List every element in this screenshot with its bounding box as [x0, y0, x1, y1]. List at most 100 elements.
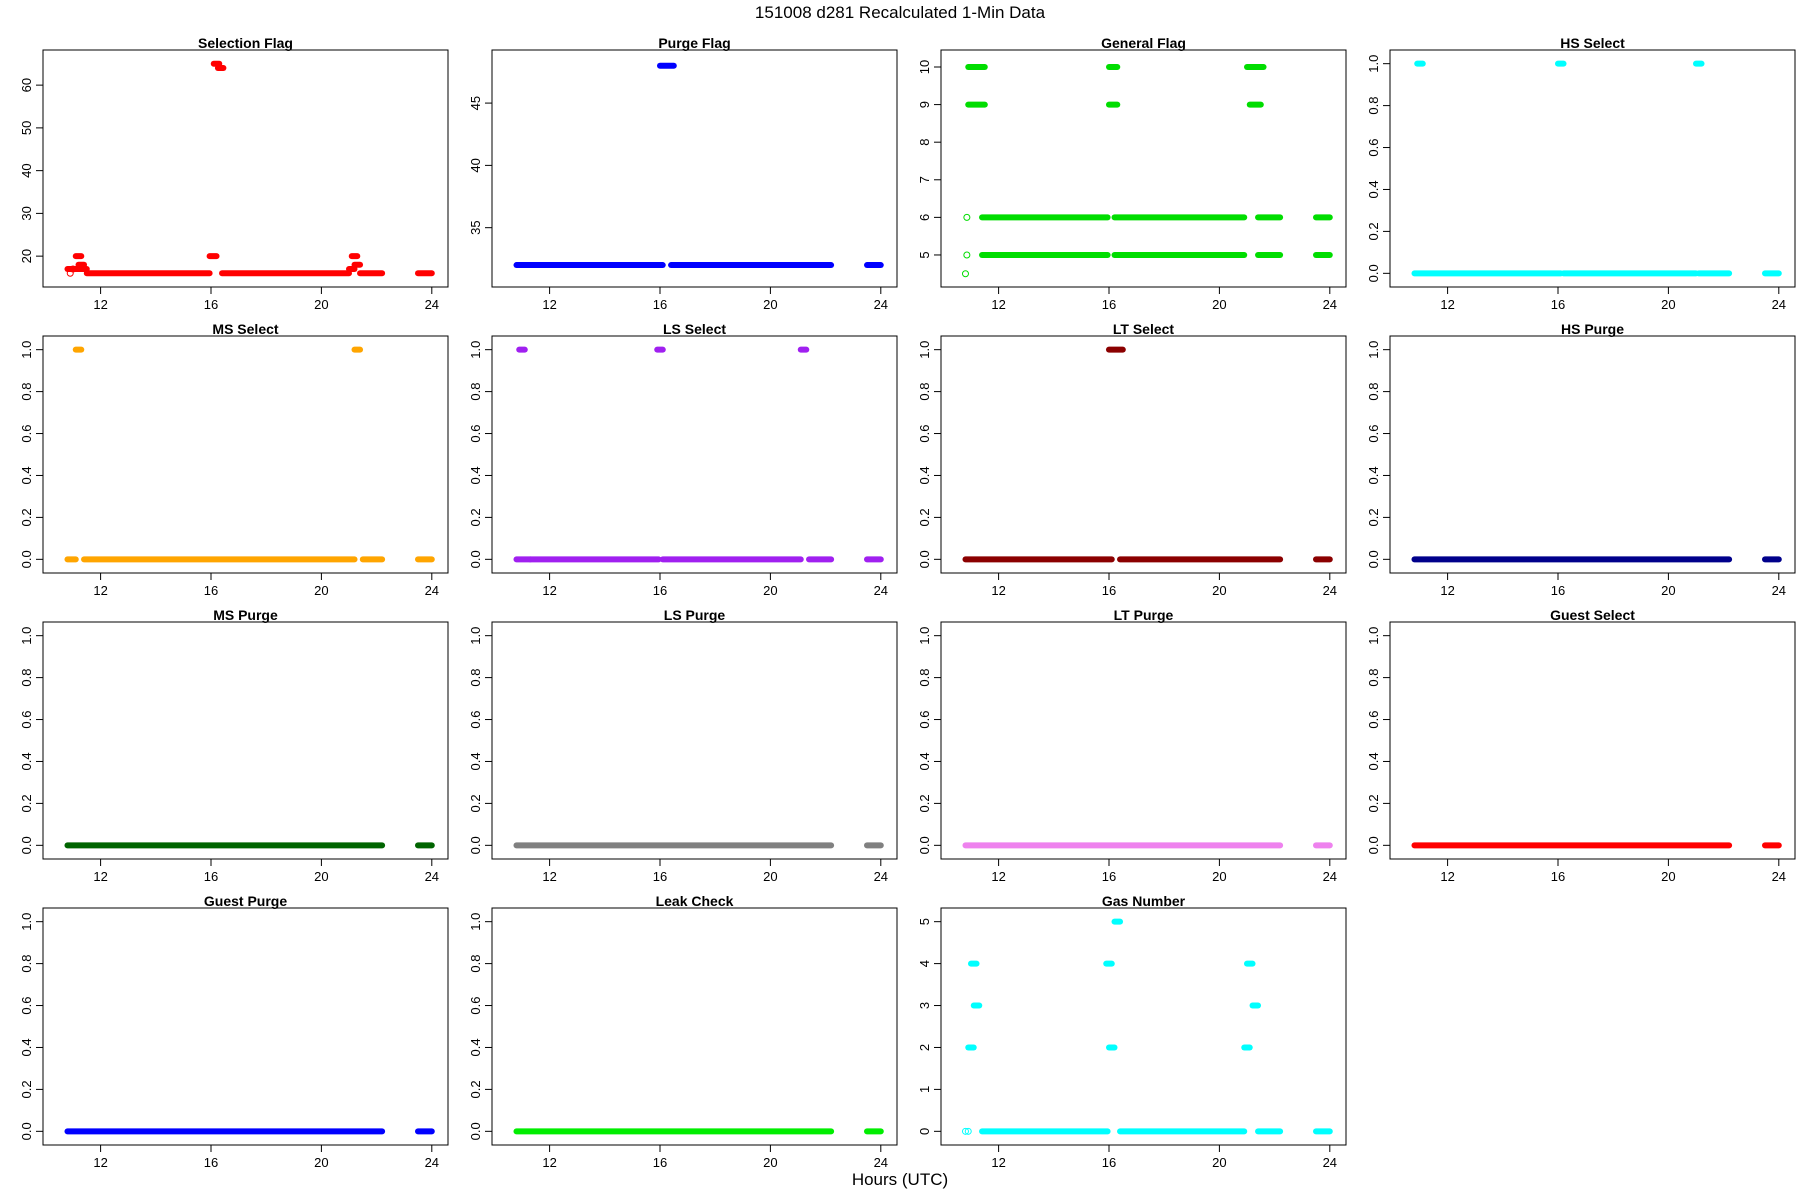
- panel-11-xtick-label-3: 24: [1323, 869, 1337, 884]
- panel-1-title: Selection Flag: [198, 35, 293, 51]
- panel-13-frame: [42, 907, 449, 1146]
- panel-7-ytick-label-0: 0.0: [917, 550, 932, 568]
- panel-5-ytick-label-1: 0.2: [19, 508, 34, 526]
- panel-9: MS Purge 12 16 20 24 0.0 0.2 0.4 0.6 0.8 1.0: [19, 607, 449, 884]
- panel-9-title: MS Purge: [213, 607, 278, 623]
- panel-11-xtick-label-0: 12: [991, 869, 1005, 884]
- panel-13-xtick-label-0: 12: [93, 1155, 107, 1170]
- panel-13-xtick-label-3: 24: [425, 1155, 439, 1170]
- panel-1-frame: [42, 49, 449, 288]
- panel-8-xtick-label-3: 24: [1772, 583, 1786, 598]
- panel-10-xtick-label-0: 12: [542, 869, 556, 884]
- panel-6-xtick-label-0: 12: [542, 583, 556, 598]
- panel-3-xtick-label-1: 16: [1102, 297, 1116, 312]
- panel-4-xtick-label-2: 20: [1661, 297, 1675, 312]
- panel-11-xtick-label-2: 20: [1212, 869, 1226, 884]
- panel-3-point-2: [961, 270, 969, 278]
- panel-6-ytick-label-3: 0.6: [468, 424, 483, 442]
- panel-5-xtick-label-0: 12: [93, 583, 107, 598]
- panel-15-ytick-label-4: 4: [917, 960, 932, 967]
- x-axis-label: Hours (UTC): [852, 1170, 948, 1189]
- panel-5-ytick-label-3: 0.6: [19, 424, 34, 442]
- panel-13-ytick-label-5: 1.0: [19, 913, 34, 931]
- panel-7-ytick-label-3: 0.6: [917, 424, 932, 442]
- panel-9-xtick-label-2: 20: [314, 869, 328, 884]
- panel-7-xtick-label-0: 12: [991, 583, 1005, 598]
- panel-9-ytick-label-2: 0.4: [19, 752, 34, 770]
- panel-2-xtick-label-2: 20: [763, 297, 777, 312]
- panel-3-ytick-label-5: 10: [917, 60, 932, 74]
- panel-14-xtick-label-3: 24: [874, 1155, 888, 1170]
- panel-4: HS Select 12 16 20 24 0.0 0.2 0.4 0.6 0.8 1.0: [1366, 35, 1796, 312]
- panel-14-xtick-label-0: 12: [542, 1155, 556, 1170]
- panel-1-xtick-label-3: 24: [425, 297, 439, 312]
- panel-9-frame: [42, 621, 449, 860]
- panel-12-ytick-label-0: 0.0: [1366, 836, 1381, 854]
- panel-4-ytick-label-0: 0.0: [1366, 264, 1381, 282]
- panel-10-ytick-label-4: 0.8: [468, 669, 483, 687]
- panel-12-xtick-label-0: 12: [1440, 869, 1454, 884]
- panel-4-ytick-label-4: 0.8: [1366, 97, 1381, 115]
- panel-12-ytick-label-5: 1.0: [1366, 627, 1381, 645]
- panel-5-xtick-label-2: 20: [314, 583, 328, 598]
- panel-6-ytick-label-2: 0.4: [468, 466, 483, 484]
- panel-1-ytick-label-1: 30: [19, 206, 34, 220]
- panel-7-ytick-label-5: 1.0: [917, 341, 932, 359]
- panel-6-frame: [491, 335, 898, 574]
- panel-7-ytick-label-2: 0.4: [917, 466, 932, 484]
- panel-3-xtick-label-3: 24: [1323, 297, 1337, 312]
- panel-11: LT Purge 12 16 20 24 0.0 0.2 0.4 0.6 0.8 1.0: [917, 607, 1347, 884]
- panel-15-frame: [940, 907, 1347, 1146]
- panel-4-frame: [1389, 49, 1796, 288]
- panel-12: Guest Select 12 16 20 24 0.0 0.2 0.4 0.6 0.8 1.0: [1366, 607, 1796, 884]
- panel-4-xtick-label-3: 24: [1772, 297, 1786, 312]
- panel-10-ytick-label-2: 0.4: [468, 752, 483, 770]
- panel-8-title: HS Purge: [1561, 321, 1624, 337]
- panel-10-ytick-label-3: 0.6: [468, 710, 483, 728]
- panel-8-ytick-label-1: 0.2: [1366, 508, 1381, 526]
- panel-13-ytick-label-0: 0.0: [19, 1122, 34, 1140]
- panel-4-title: HS Select: [1560, 35, 1625, 51]
- panel-14-ytick-label-1: 0.2: [468, 1080, 483, 1098]
- panel-15-xtick-label-3: 24: [1323, 1155, 1337, 1170]
- panel-5-frame: [42, 335, 449, 574]
- panel-10-ytick-label-1: 0.2: [468, 794, 483, 812]
- panel-8-ytick-label-2: 0.4: [1366, 466, 1381, 484]
- panel-5-ytick-label-2: 0.4: [19, 466, 34, 484]
- panel-12-xtick-label-1: 16: [1551, 869, 1565, 884]
- panel-11-frame: [940, 621, 1347, 860]
- panel-3-ytick-label-3: 8: [917, 139, 932, 146]
- panel-14-xtick-label-1: 16: [653, 1155, 667, 1170]
- panel-15-xtick-label-2: 20: [1212, 1155, 1226, 1170]
- panel-12-frame: [1389, 621, 1796, 860]
- panel-14-ytick-label-5: 1.0: [468, 913, 483, 931]
- panel-7-xtick-label-3: 24: [1323, 583, 1337, 598]
- panel-1-ytick-label-0: 20: [19, 249, 34, 263]
- panel-15-xtick-label-1: 16: [1102, 1155, 1116, 1170]
- panel-4-xtick-label-1: 16: [1551, 297, 1565, 312]
- panel-14: Leak Check 12 16 20 24 0.0 0.2 0.4 0.6 0.8 1.0: [468, 893, 898, 1170]
- panel-4-ytick-label-5: 1.0: [1366, 55, 1381, 73]
- panel-4-ytick-label-2: 0.4: [1366, 180, 1381, 198]
- panel-7-title: LT Select: [1113, 321, 1175, 337]
- panel-14-ytick-label-0: 0.0: [468, 1122, 483, 1140]
- panel-8-ytick-label-3: 0.6: [1366, 424, 1381, 442]
- panel-9-ytick-label-5: 1.0: [19, 627, 34, 645]
- panel-9-xtick-label-3: 24: [425, 869, 439, 884]
- panel-3-title: General Flag: [1101, 35, 1186, 51]
- panel-10-frame: [491, 621, 898, 860]
- panel-8-xtick-label-0: 12: [1440, 583, 1454, 598]
- panel-5-ytick-label-4: 0.8: [19, 383, 34, 401]
- panel-3-point-0: [963, 213, 971, 221]
- panel-8-xtick-label-1: 16: [1551, 583, 1565, 598]
- panel-14-ytick-label-3: 0.6: [468, 996, 483, 1014]
- panel-9-ytick-label-0: 0.0: [19, 836, 34, 854]
- panel-2-xtick-label-1: 16: [653, 297, 667, 312]
- panel-3-ytick-label-1: 6: [917, 214, 932, 221]
- panel-5-title: MS Select: [212, 321, 278, 337]
- panel-11-ytick-label-5: 1.0: [917, 627, 932, 645]
- panel-13: Guest Purge 12 16 20 24 0.0 0.2 0.4 0.6 0.8 1.0: [19, 893, 449, 1170]
- panel-7-ytick-label-1: 0.2: [917, 508, 932, 526]
- panel-2-ytick-label-0: 35: [468, 220, 483, 234]
